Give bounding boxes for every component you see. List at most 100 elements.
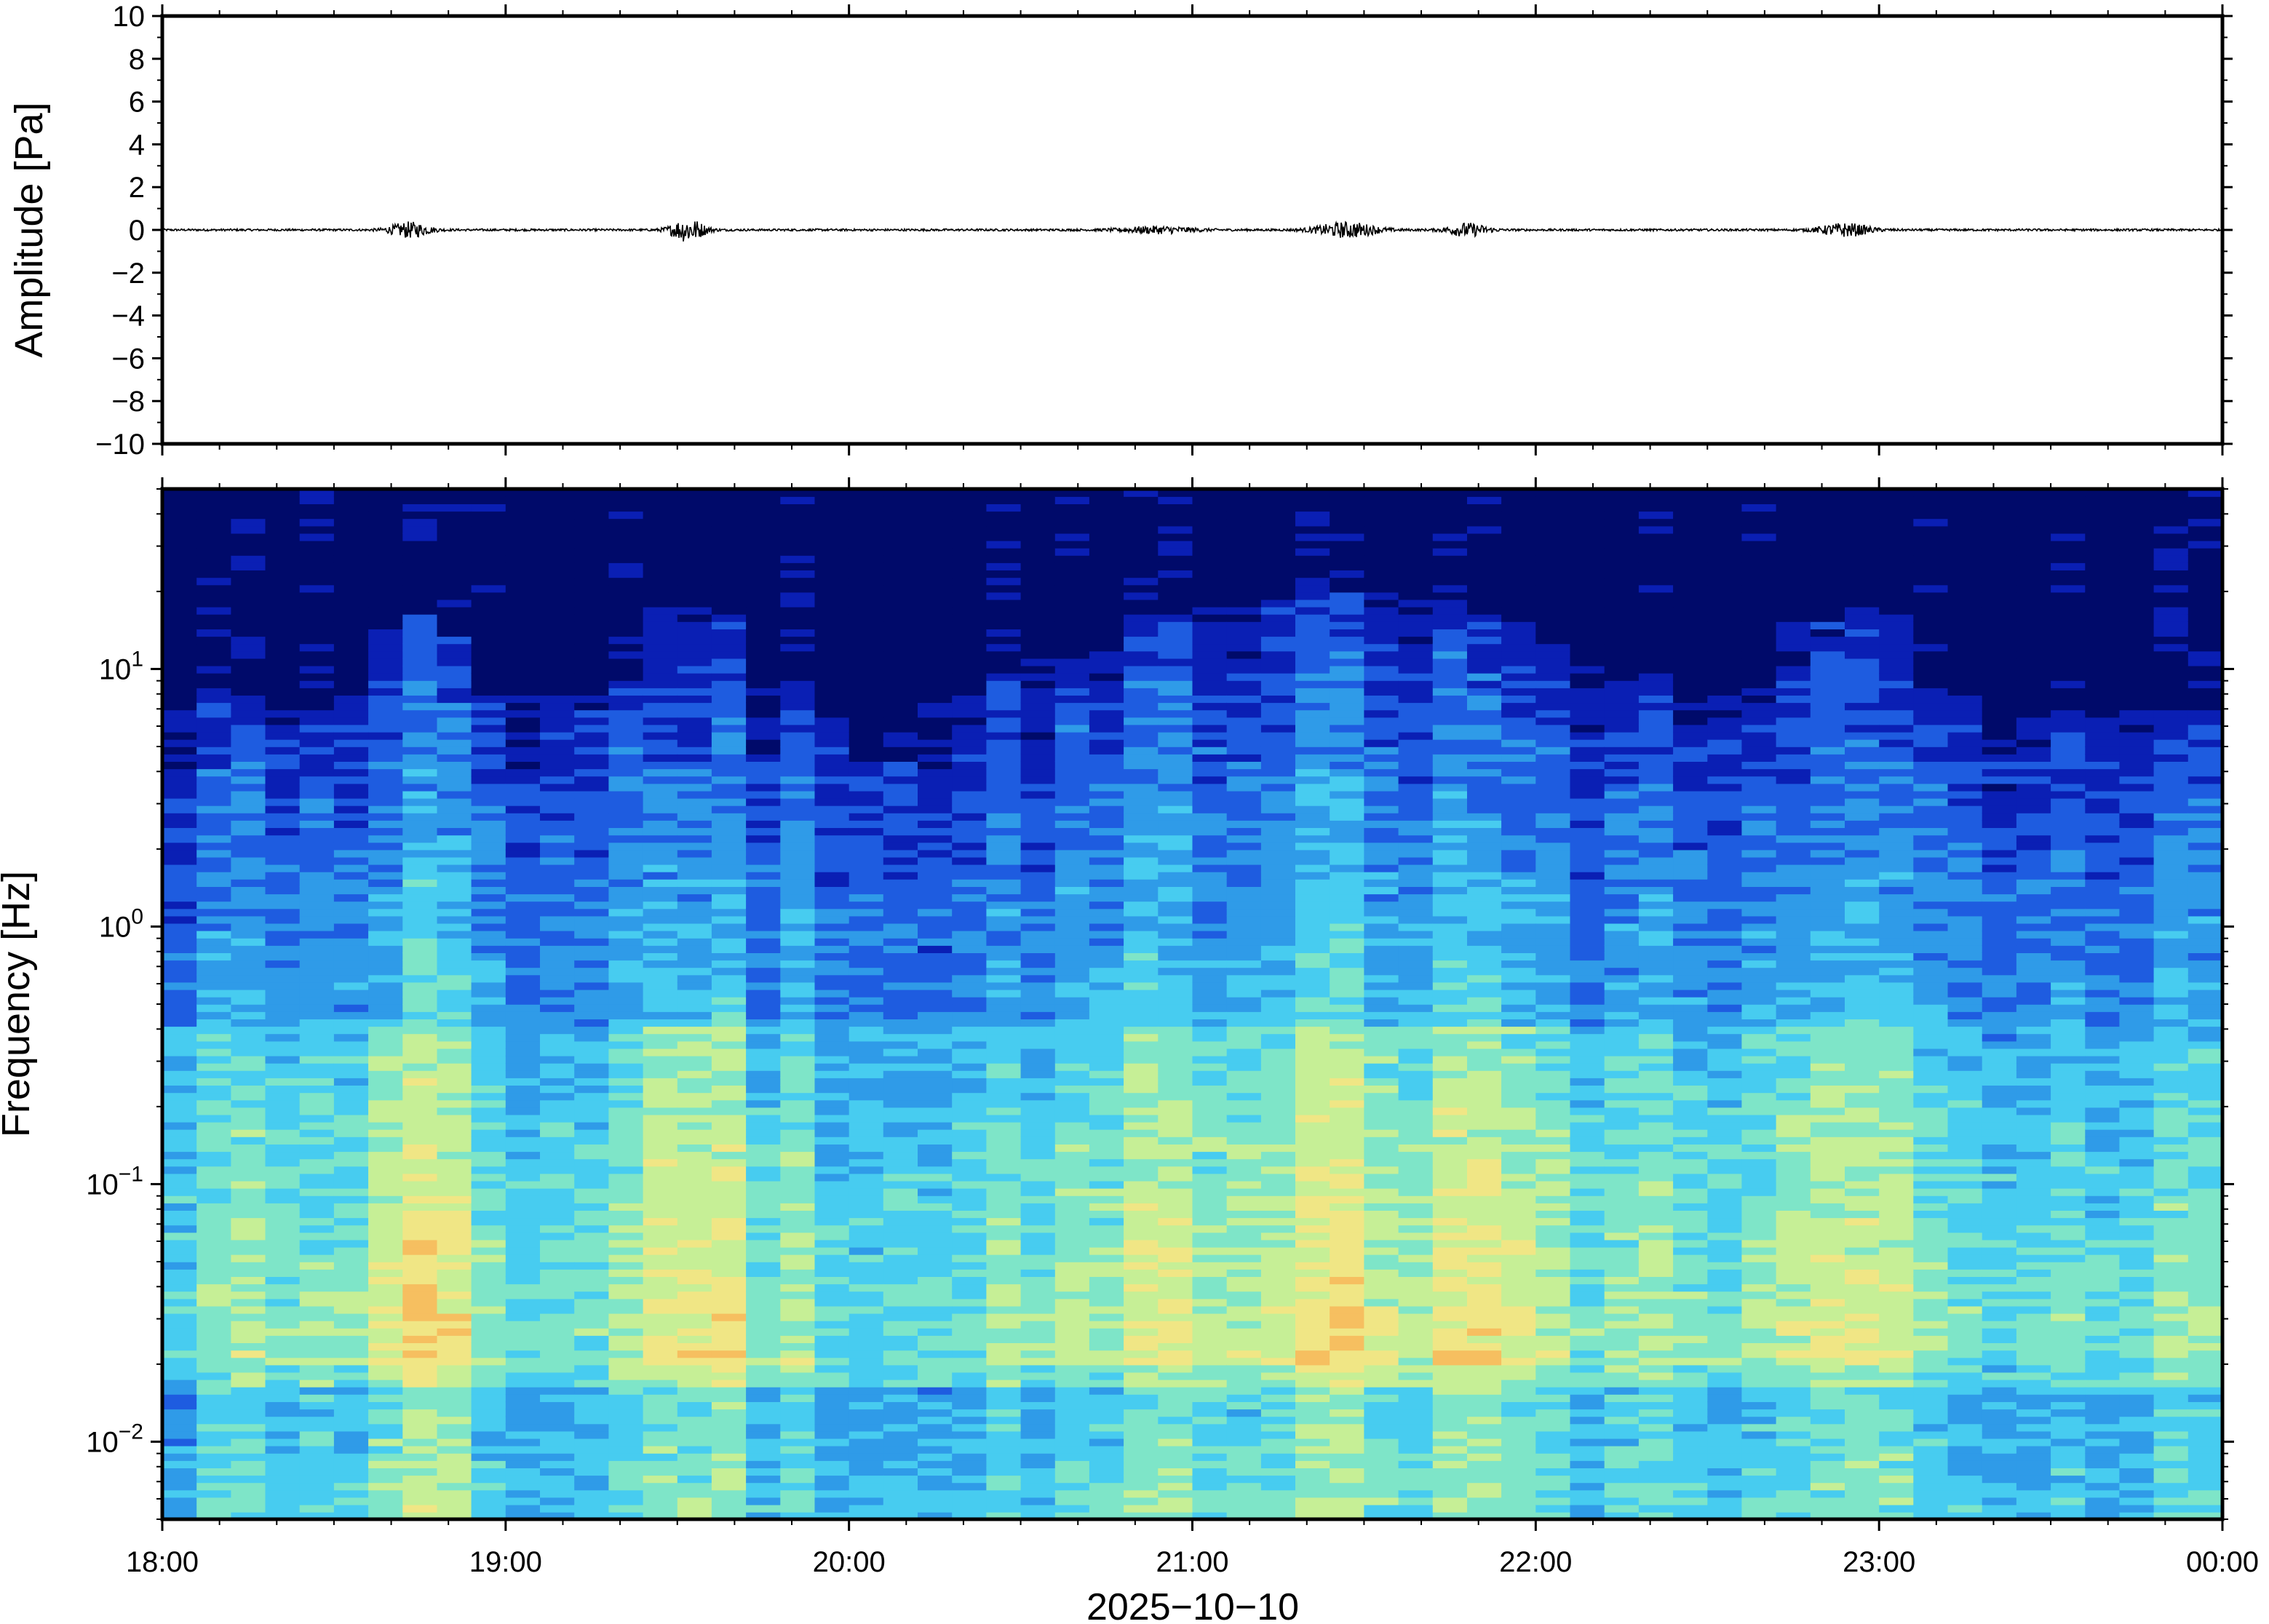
spectrogram-cell <box>196 1239 232 1248</box>
spectrogram-cell <box>1295 1062 1330 1071</box>
spectrogram-cell <box>196 650 232 659</box>
spectrogram-cell <box>471 1254 506 1262</box>
spectrogram-cell <box>883 599 918 608</box>
spectrogram-cell <box>471 577 506 586</box>
spectrogram-cell <box>677 547 712 556</box>
spectrogram-cell <box>1089 1475 1124 1484</box>
spectrogram-cell <box>1330 1180 1365 1189</box>
spectrogram-cell <box>505 1055 541 1064</box>
spectrogram-cell <box>471 835 506 843</box>
spectrogram-cell <box>333 1203 369 1211</box>
spectrogram-cell <box>333 665 369 674</box>
spectrogram-cell <box>1020 938 1056 946</box>
spectrogram-cell <box>1089 1482 1124 1491</box>
spectrogram-cell <box>986 1328 1022 1336</box>
spectrogram-cell <box>1226 945 1262 953</box>
spectrogram-cell <box>333 1364 369 1373</box>
spectrogram-cell <box>1192 1460 1228 1468</box>
spectrogram-cell <box>1054 1099 1090 1108</box>
spectrogram-cell <box>677 1011 712 1019</box>
spectrogram-cell <box>471 1350 506 1358</box>
spectrogram-cell <box>1295 915 1330 924</box>
spectrogram-cell <box>1226 790 1262 799</box>
spectrogram-cell <box>746 989 782 998</box>
spectrogram-cell <box>1226 827 1262 836</box>
spectrogram-cell <box>1020 1372 1056 1380</box>
spectrogram-cell <box>918 1460 953 1468</box>
spectrogram-cell <box>952 761 988 770</box>
spectrogram-cell <box>1330 790 1365 799</box>
spectrogram-cell <box>1295 1423 1330 1432</box>
spectrogram-cell <box>952 952 988 961</box>
spectrogram-cell <box>918 1409 953 1417</box>
spectrogram-cell <box>333 952 369 961</box>
spectrogram-cell <box>711 754 747 762</box>
spectrogram-cell <box>471 1225 506 1233</box>
spectrogram-cell <box>196 790 232 799</box>
spectrogram-cell <box>1295 1078 1330 1086</box>
spectrogram-cell <box>677 960 712 968</box>
spectrogram-cell <box>265 864 301 872</box>
spectrogram-cell <box>1124 820 1159 828</box>
spectrogram-cell <box>814 1269 850 1277</box>
spectrogram-cell <box>471 1129 506 1137</box>
spectrogram-cell <box>368 864 404 872</box>
spectrogram-cell <box>265 754 301 762</box>
spectrogram-cell <box>265 1445 301 1454</box>
spectrogram-cell <box>540 923 575 931</box>
spectrogram-cell <box>540 908 575 917</box>
spectrogram-cell <box>299 1225 335 1233</box>
spectrogram-cell <box>986 996 1022 1005</box>
spectrogram-cell <box>162 1203 197 1211</box>
spectrogram-cell <box>1295 1070 1330 1078</box>
spectrogram-cell <box>1054 827 1090 836</box>
spectrogram-cell <box>265 1107 301 1115</box>
spectrogram-cell <box>608 886 644 895</box>
spectrogram-cell <box>711 1033 747 1042</box>
spectrogram-cell <box>437 1085 472 1094</box>
spectrogram-cell <box>505 805 541 813</box>
spectrogram-cell <box>1260 1357 1296 1366</box>
spectrogram-cell <box>1020 503 1056 512</box>
spectrogram-cell <box>849 974 884 983</box>
spectrogram-cell <box>1260 584 1296 593</box>
spectrogram-cell <box>918 555 953 563</box>
spectrogram-cell <box>1295 1453 1330 1461</box>
spectrogram-cell <box>883 1048 918 1056</box>
spectrogram-cell <box>505 945 541 953</box>
spectrogram-cell <box>437 1048 472 1056</box>
spectrogram-cell <box>677 768 712 777</box>
spectrogram-cell <box>677 1173 712 1182</box>
spectrogram-cell <box>814 1342 850 1351</box>
spectrogram-cell <box>780 695 816 704</box>
spectrogram-cell <box>608 1070 644 1078</box>
spectrogram-cell <box>368 511 404 520</box>
spectrogram-cell <box>1226 776 1262 784</box>
spectrogram-cell <box>574 1004 610 1012</box>
spectrogram-cell <box>746 702 782 711</box>
spectrogram-cell <box>162 650 197 659</box>
spectrogram-cell <box>918 702 953 711</box>
spectrogram-cell <box>814 1511 850 1519</box>
spectrogram-cell <box>608 974 644 983</box>
spectrogram-cell <box>1192 1085 1228 1094</box>
spectrogram-cell <box>1158 1246 1193 1255</box>
spectrogram-cell <box>368 879 404 887</box>
spectrogram-cell <box>1330 1092 1365 1101</box>
spectrogram-cell <box>1192 747 1228 755</box>
spectrogram-cell <box>471 1475 506 1484</box>
spectrogram-cell <box>540 1114 575 1123</box>
spectrogram-cell <box>918 989 953 998</box>
spectrogram-cell <box>1020 1269 1056 1277</box>
spectrogram-cell <box>1226 665 1262 674</box>
spectrogram-cell <box>746 709 782 718</box>
spectrogram-cell <box>883 1217 918 1226</box>
spectrogram-cell <box>780 1107 816 1115</box>
spectrogram-cell <box>814 496 850 504</box>
spectrogram-cell <box>952 1291 988 1299</box>
spectrogram-cell <box>677 540 712 549</box>
spectrogram-cell <box>402 1246 438 1255</box>
spectrogram-cell <box>505 1166 541 1174</box>
spectrogram-cell <box>952 1430 988 1439</box>
spectrogram-cell <box>368 1210 404 1219</box>
